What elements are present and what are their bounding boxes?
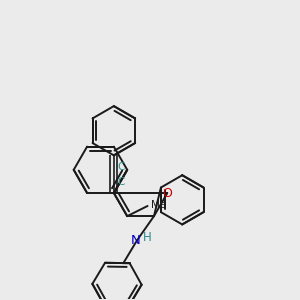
Text: H: H [142, 231, 152, 244]
Text: O: O [162, 188, 172, 200]
Text: C: C [117, 177, 124, 187]
Text: N: N [131, 234, 141, 247]
Text: Me: Me [151, 200, 166, 210]
Text: C: C [117, 161, 124, 172]
